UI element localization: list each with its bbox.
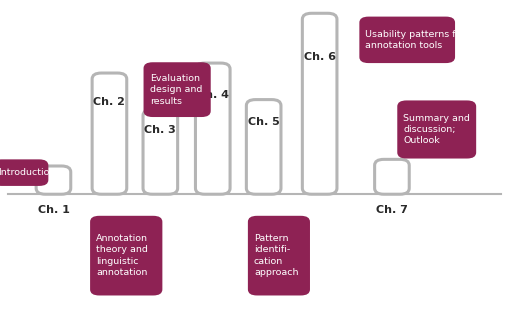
- FancyBboxPatch shape: [302, 13, 337, 194]
- FancyBboxPatch shape: [90, 216, 162, 295]
- Text: Annotation
theory and
linguistic
annotation: Annotation theory and linguistic annotat…: [96, 234, 148, 277]
- FancyBboxPatch shape: [36, 166, 71, 194]
- Text: Ch. 5: Ch. 5: [248, 117, 279, 127]
- Text: Ch. 2: Ch. 2: [94, 97, 125, 107]
- Text: Ch. 4: Ch. 4: [197, 90, 229, 100]
- FancyBboxPatch shape: [195, 63, 230, 194]
- Text: Introduction: Introduction: [0, 168, 56, 177]
- FancyBboxPatch shape: [92, 73, 127, 194]
- Text: Ch. 6: Ch. 6: [304, 52, 335, 62]
- Text: Usability patterns for
annotation tools: Usability patterns for annotation tools: [365, 30, 466, 50]
- Text: Ch. 7: Ch. 7: [376, 205, 408, 215]
- FancyBboxPatch shape: [359, 17, 455, 63]
- Text: Ch. 1: Ch. 1: [38, 205, 69, 215]
- FancyBboxPatch shape: [0, 159, 48, 186]
- FancyBboxPatch shape: [246, 100, 281, 194]
- Text: Ch. 3: Ch. 3: [145, 125, 176, 135]
- FancyBboxPatch shape: [397, 100, 476, 158]
- Text: Evaluation
design and
results: Evaluation design and results: [150, 74, 202, 106]
- FancyBboxPatch shape: [248, 216, 310, 295]
- FancyBboxPatch shape: [144, 62, 211, 117]
- FancyBboxPatch shape: [375, 159, 409, 194]
- FancyBboxPatch shape: [143, 110, 178, 194]
- Text: Summary and
discussion;
Outlook: Summary and discussion; Outlook: [403, 114, 470, 145]
- Text: Pattern
identifi-
cation
approach: Pattern identifi- cation approach: [254, 234, 298, 277]
